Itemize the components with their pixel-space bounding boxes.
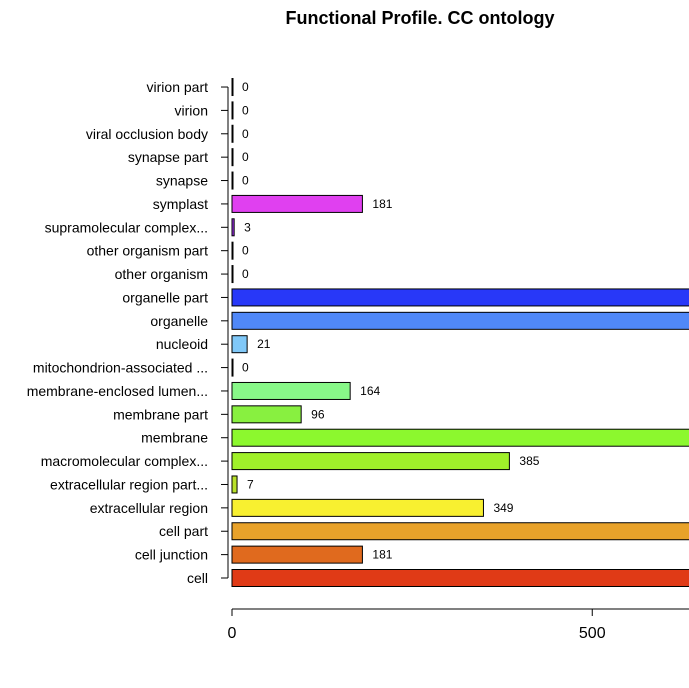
bar-21 xyxy=(231,78,234,97)
x-tick-label: 500 xyxy=(579,625,606,642)
category-label: synapse xyxy=(156,173,208,189)
bars xyxy=(231,78,689,587)
category-label: viral occlusion body xyxy=(86,126,208,142)
category-label: cell xyxy=(187,570,208,586)
bar-11 xyxy=(231,311,689,330)
category-label: mitochondrion-associated ... xyxy=(33,360,208,376)
value-label: 21 xyxy=(257,337,271,351)
category-label: membrane xyxy=(141,430,208,446)
bar-5 xyxy=(231,452,510,471)
category-label: supramolecular complex... xyxy=(45,219,208,235)
bar-3 xyxy=(231,498,484,517)
category-labels: cell cell junction cell part extracellular … xyxy=(27,79,209,586)
value-label: 164 xyxy=(360,384,380,398)
category-label: other organism xyxy=(115,266,208,282)
value-label: 0 xyxy=(242,80,249,94)
value-label: 0 xyxy=(242,174,249,188)
category-label: extracellular region xyxy=(90,500,208,516)
category-label: organelle part xyxy=(122,289,208,305)
bar-7 xyxy=(231,405,302,424)
category-label: macromolecular complex... xyxy=(41,453,208,469)
bar-1 xyxy=(231,545,363,564)
category-label: nucleoid xyxy=(156,336,208,352)
value-label: 349 xyxy=(493,501,513,515)
value-label: 0 xyxy=(242,150,249,164)
bar-6 xyxy=(231,428,689,447)
x-tick-label: 0 xyxy=(228,625,237,642)
bar-20 xyxy=(231,101,234,120)
category-label: virion part xyxy=(147,79,209,95)
value-label: 96 xyxy=(311,407,325,421)
value-label: 7 xyxy=(247,477,254,491)
bar-2 xyxy=(231,522,689,541)
category-label: organelle xyxy=(150,313,208,329)
bar-15 xyxy=(231,218,235,237)
value-label: 385 xyxy=(519,454,539,468)
category-label: membrane-enclosed lumen... xyxy=(27,383,208,399)
bar-0 xyxy=(231,569,689,587)
value-label: 0 xyxy=(242,361,249,375)
value-label: 181 xyxy=(372,197,392,211)
bar-12 xyxy=(231,288,689,307)
bar-4 xyxy=(231,475,238,494)
value-label: 3 xyxy=(244,220,251,234)
value-labels: 2111181211134973856369616402117256750031… xyxy=(242,80,540,562)
value-label: 181 xyxy=(372,548,392,562)
y-axis xyxy=(221,86,229,579)
chart-title: Functional Profile. CC ontology xyxy=(286,8,555,28)
bar-17 xyxy=(231,171,234,190)
bar-10 xyxy=(231,335,248,354)
bar-19 xyxy=(231,124,234,143)
value-label: 0 xyxy=(242,103,249,117)
category-label: extracellular region part... xyxy=(50,476,208,492)
bar-13 xyxy=(231,265,234,284)
category-label: other organism part xyxy=(87,243,209,259)
value-label: 0 xyxy=(242,267,249,281)
bar-9 xyxy=(231,358,234,377)
category-label: virion xyxy=(175,102,208,118)
x-axis: 0500100015002000 xyxy=(228,608,689,642)
bar-16 xyxy=(231,194,363,213)
value-label: 0 xyxy=(242,244,249,258)
category-label: cell junction xyxy=(135,547,208,563)
bar-14 xyxy=(231,241,234,260)
category-label: membrane part xyxy=(113,406,208,422)
bar-8 xyxy=(231,381,351,400)
bar-18 xyxy=(231,148,234,167)
category-label: symplast xyxy=(153,196,208,212)
value-label: 0 xyxy=(242,127,249,141)
category-label: synapse part xyxy=(128,149,208,165)
category-label: cell part xyxy=(159,523,208,539)
